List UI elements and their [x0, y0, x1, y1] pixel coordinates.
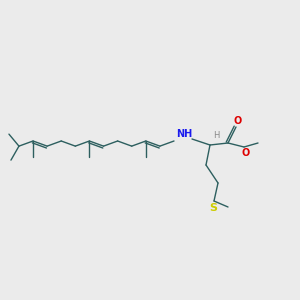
- Text: S: S: [209, 203, 217, 213]
- Text: NH: NH: [176, 129, 192, 139]
- Text: O: O: [242, 148, 250, 158]
- Text: O: O: [234, 116, 242, 126]
- Text: H: H: [213, 131, 219, 140]
